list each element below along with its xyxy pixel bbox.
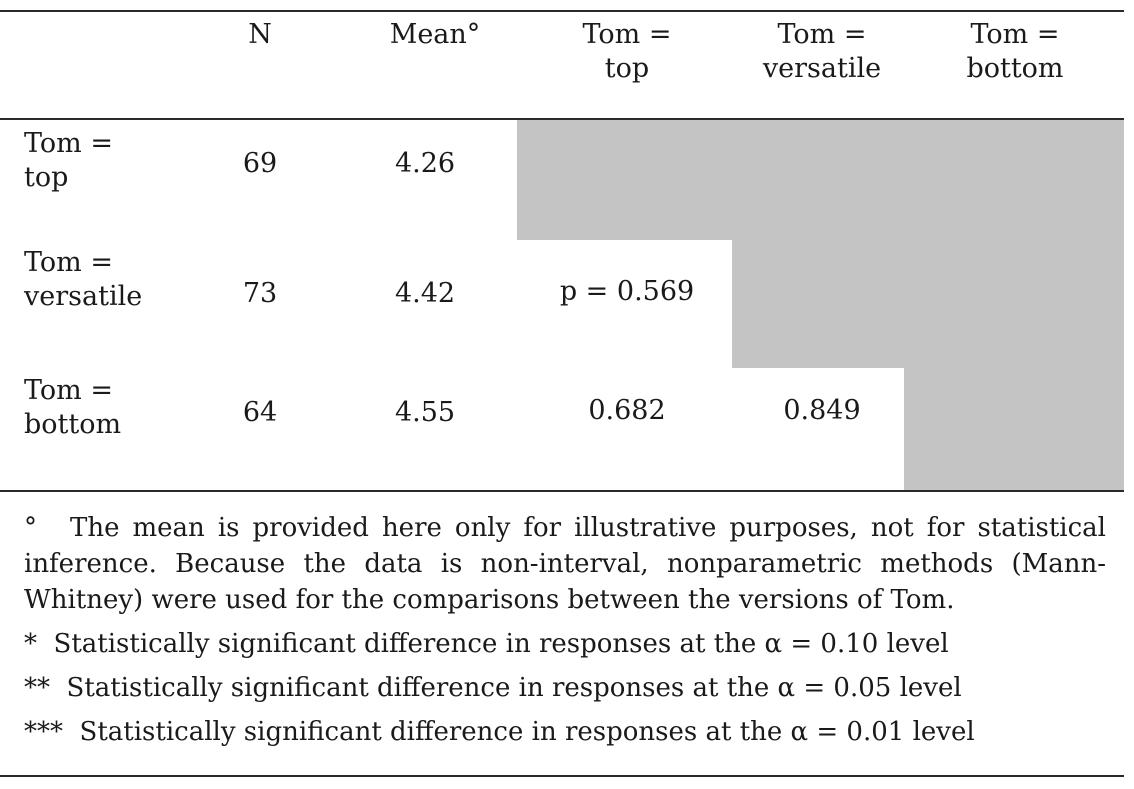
header-tom-top-line2: top xyxy=(604,53,650,84)
footnote-sig-010: * Statistically significant difference i… xyxy=(24,626,1106,662)
row-label-tom-top: Tom = top xyxy=(24,127,113,195)
footnote-sig-005-mark: ** xyxy=(24,673,50,703)
footnote-sig-005-text: Statistically significant difference in … xyxy=(66,673,962,703)
footnote-sig-001-text: Statistically significant difference in … xyxy=(79,717,975,747)
header-tom-bottom-line1: Tom = xyxy=(970,19,1060,50)
row-label-tom-versatile: Tom = versatile xyxy=(24,246,142,314)
footnote-degree: ° The mean is provided here only for illu… xyxy=(24,510,1106,618)
footnote-sig-010-text: Statistically significant difference in … xyxy=(53,629,949,659)
footnote-sig-005: ** Statistically significant difference … xyxy=(24,670,1106,706)
header-mean: Mean° xyxy=(389,19,481,50)
row-label-tom-bottom-line2: bottom xyxy=(24,409,122,440)
row-bottom-mean: 4.55 xyxy=(394,397,456,428)
shaded-cells-row-top xyxy=(517,120,1124,240)
row-bottom-n: 64 xyxy=(242,397,278,428)
header-tom-bottom: Tom = bottom xyxy=(935,18,1095,86)
row-versatile-n: 73 xyxy=(242,278,278,309)
row-label-tom-versatile-line1: Tom = xyxy=(24,247,113,278)
row-label-tom-top-line1: Tom = xyxy=(24,128,113,159)
footnote-sig-001-mark: *** xyxy=(24,717,63,747)
row-top-mean: 4.26 xyxy=(394,148,456,179)
row-top-n: 69 xyxy=(242,148,278,179)
table-top-rule xyxy=(0,10,1124,12)
row-label-tom-top-line2: top xyxy=(24,162,69,193)
row-bottom-vs-versatile: 0.849 xyxy=(783,395,861,426)
header-tom-versatile: Tom = versatile xyxy=(737,18,907,86)
row-versatile-mean: 4.42 xyxy=(394,278,456,309)
shaded-cells-row-bottom xyxy=(904,368,1124,490)
table-bottom-rule xyxy=(0,490,1124,492)
header-tom-top: Tom = top xyxy=(547,18,707,86)
footnotes-bottom-rule xyxy=(0,775,1124,777)
row-label-tom-bottom: Tom = bottom xyxy=(24,374,121,442)
footnote-degree-text: The mean is provided here only for illus… xyxy=(24,513,1106,615)
header-bottom-rule xyxy=(0,118,1124,120)
footnote-degree-mark: ° xyxy=(24,513,37,543)
table-footnotes: ° The mean is provided here only for illu… xyxy=(24,510,1106,750)
header-tom-versatile-line2: versatile xyxy=(762,53,882,84)
header-tom-bottom-line2: bottom xyxy=(966,53,1064,84)
row-versatile-vs-top: p = 0.569 xyxy=(559,276,695,307)
header-tom-versatile-line1: Tom = xyxy=(777,19,867,50)
footnote-sig-010-mark: * xyxy=(24,629,37,659)
row-bottom-vs-top: 0.682 xyxy=(588,395,666,426)
header-n: N xyxy=(248,19,272,50)
row-label-tom-versatile-line2: versatile xyxy=(24,281,143,312)
footnote-sig-001: *** Statistically significant difference… xyxy=(24,714,1106,750)
row-label-tom-bottom-line1: Tom = xyxy=(24,375,113,406)
shaded-cells-row-versatile xyxy=(732,240,1124,368)
header-tom-top-line1: Tom = xyxy=(582,19,672,50)
